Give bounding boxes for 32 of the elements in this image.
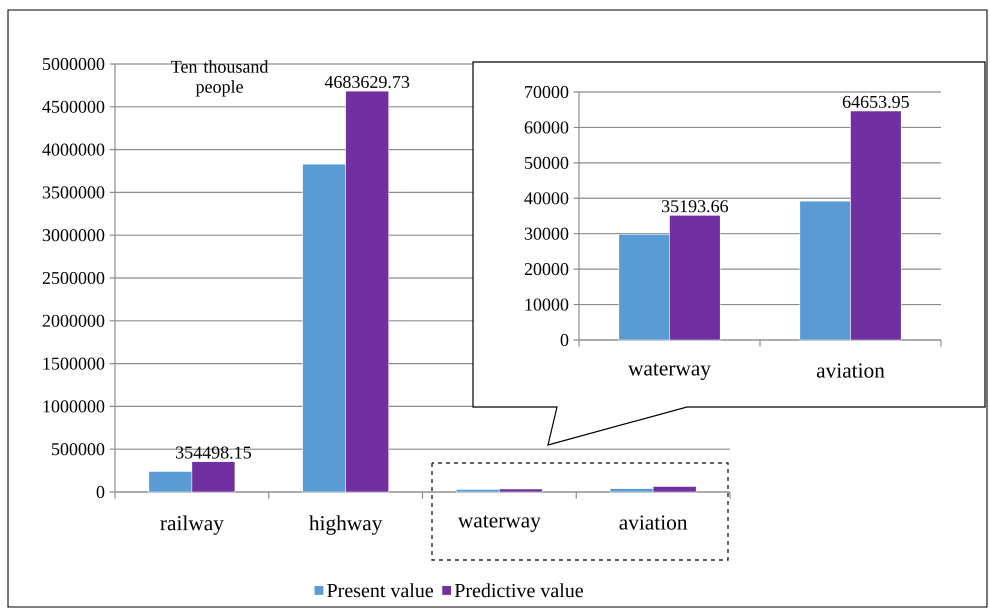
x-tick-label: railway bbox=[160, 515, 224, 535]
y-tick-label: 500000 bbox=[52, 443, 104, 456]
y-tick-label: 1000000 bbox=[44, 400, 104, 412]
x-tick-label: aviation bbox=[620, 515, 688, 530]
data-label: 64653.95 bbox=[842, 96, 909, 108]
y-tick-label: 40000 bbox=[524, 192, 568, 204]
y-tick-label: 1500000 bbox=[44, 358, 104, 370]
x-tick-label: waterway bbox=[458, 515, 541, 532]
x-tick-label: aviation bbox=[816, 363, 885, 378]
data-label: 4683629.73 bbox=[324, 76, 410, 88]
y-tick-label: 10000 bbox=[526, 298, 568, 311]
y-tick-label: 4500000 bbox=[42, 100, 104, 113]
y-tick-label: 5000000 bbox=[43, 58, 104, 70]
y-tick-label: 2000000 bbox=[42, 314, 104, 327]
y-tick-label: 0 bbox=[96, 486, 104, 498]
y-tick-label: 3500000 bbox=[42, 186, 104, 198]
y-axis-title: Ten thousand people bbox=[171, 60, 268, 96]
x-tick-label: waterway bbox=[628, 363, 711, 380]
y-tick-label: 2500000 bbox=[42, 272, 104, 284]
y-tick-label: 50000 bbox=[525, 156, 568, 169]
legend-label: Predictive value bbox=[454, 583, 583, 598]
y-tick-label: 60000 bbox=[524, 121, 568, 134]
data-label: 354498.15 bbox=[176, 446, 251, 459]
y-tick-label: 4000000 bbox=[42, 144, 104, 156]
y-tick-label: 70000 bbox=[525, 86, 568, 98]
x-tick-label: highway bbox=[309, 515, 382, 535]
y-tick-label: 0 bbox=[560, 334, 568, 346]
legend-label: Present value bbox=[327, 583, 434, 598]
y-tick-label: 3000000 bbox=[42, 229, 104, 242]
y-tick-label: 20000 bbox=[524, 263, 568, 276]
data-label: 35193.66 bbox=[662, 200, 728, 212]
y-tick-label: 30000 bbox=[524, 228, 568, 240]
